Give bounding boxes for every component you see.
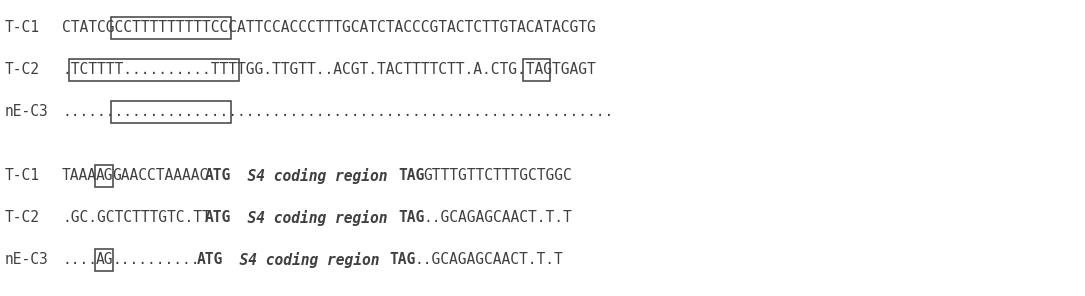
Text: TAG: TAG [390,252,416,268]
Bar [523,59,550,81]
Text: GTTTGTTCTTTGCTGGC: GTTTGTTCTTTGCTGGC [423,168,572,184]
Text: ATG: ATG [205,210,231,226]
Text: TAG: TAG [398,168,424,184]
Text: GAACCTAAAAC: GAACCTAAAAC [113,168,208,184]
Text: TAG: TAG [398,210,424,226]
Text: nE-C3: nE-C3 [5,252,49,268]
Text: CTATCGCCTTTTTTTTTCCCATTCCACCCTTTGCATCTACCCGTACTCTTGTACATACGTG: CTATCGCCTTTTTTTTTCCCATTCCACCCTTTGCATCTAC… [62,20,596,36]
Text: nE-C3: nE-C3 [5,104,49,120]
Text: AG: AG [95,252,113,268]
Text: .GC.GCTCTTTGTC.TT: .GC.GCTCTTTGTC.TT [62,210,210,226]
Text: ..........: .......... [113,252,200,268]
Text: ..GCAGAGCAACT.T.T: ..GCAGAGCAACT.T.T [423,210,572,226]
Bar [69,59,240,81]
Text: ATG: ATG [205,168,231,184]
Text: ....: .... [62,252,97,268]
Text: .TCTTTT..........TTTTGG.TTGTT..ACGT.TACTTTTCTT.A.CTG.TAGTGAGT: .TCTTTT..........TTTTGG.TTGTT..ACGT.TACT… [62,62,596,78]
Text: AG: AG [95,168,113,184]
Text: S4 coding region: S4 coding region [230,168,405,184]
Bar [94,165,114,187]
Bar [112,101,231,123]
Text: T-C1: T-C1 [5,168,40,184]
Text: T-C1: T-C1 [5,20,40,36]
Bar [112,17,231,39]
Text: T-C2: T-C2 [5,62,40,78]
Text: TAAA: TAAA [62,168,97,184]
Text: ATG: ATG [196,252,222,268]
Text: ...............................................................: ........................................… [62,104,613,120]
Bar [94,249,114,271]
Text: T-C2: T-C2 [5,210,40,226]
Text: S4 coding region: S4 coding region [230,210,405,226]
Text: S4 coding region: S4 coding region [221,252,397,268]
Text: ..GCAGAGCAACT.T.T: ..GCAGAGCAACT.T.T [414,252,563,268]
